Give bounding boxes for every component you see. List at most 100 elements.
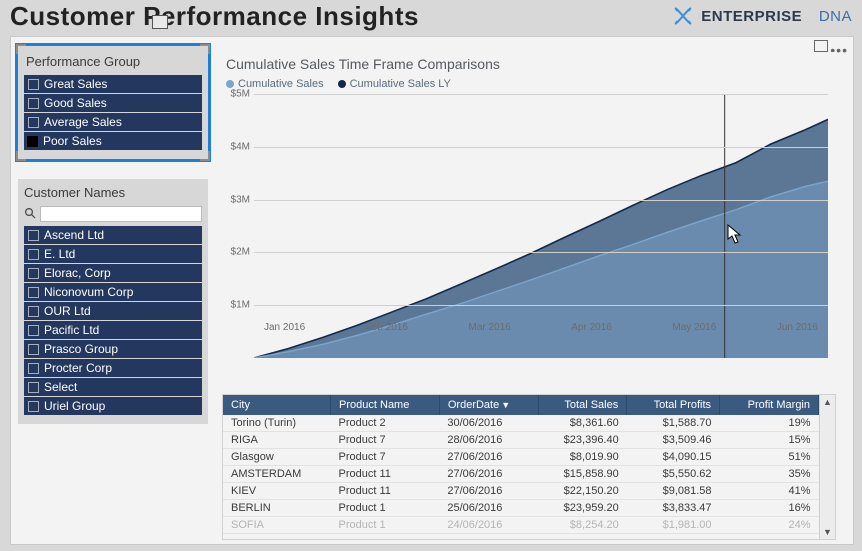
performance-group-slicer[interactable]: Performance Group Great Sales Good Sales A… xyxy=(18,46,208,159)
table-cell: 27/06/2016 xyxy=(439,466,538,483)
popout-icon[interactable] xyxy=(152,15,168,29)
perf-item-label: Poor Sales xyxy=(43,134,102,148)
table-cell: $23,959.20 xyxy=(538,500,627,517)
table-cell: Product 11 xyxy=(331,483,440,500)
col-header-3[interactable]: Total Sales xyxy=(538,395,627,415)
customer-item-1[interactable]: E. Ltd xyxy=(24,245,202,263)
checkbox-icon[interactable] xyxy=(28,306,39,317)
y-tick-label: $3M xyxy=(224,194,250,205)
perf-item-3[interactable]: Poor Sales xyxy=(24,132,202,150)
customer-names-title: Customer Names xyxy=(24,183,202,206)
perf-item-1[interactable]: Good Sales xyxy=(24,94,202,112)
checkbox-icon[interactable] xyxy=(28,79,39,90)
cumulative-sales-chart[interactable]: Cumulative Sales Time Frame Comparisons … xyxy=(222,52,836,386)
checkbox-icon[interactable] xyxy=(28,382,39,393)
checkbox-icon[interactable] xyxy=(28,117,39,128)
x-tick-label: Jun 2016 xyxy=(777,322,818,333)
y-tick-label: $2M xyxy=(224,247,250,258)
perf-item-2[interactable]: Average Sales xyxy=(24,113,202,131)
table-row[interactable]: Torino (Turin)Product 230/06/2016$8,361.… xyxy=(223,415,819,432)
customer-item-2[interactable]: Elorac, Corp xyxy=(24,264,202,282)
table-cell: $1,588.70 xyxy=(627,415,720,432)
sales-table[interactable]: CityProduct NameOrderDate▼Total SalesTot… xyxy=(222,394,836,540)
checkbox-icon[interactable] xyxy=(28,363,39,374)
table-cell: $23,396.40 xyxy=(538,432,627,449)
table-row[interactable]: BERLINProduct 125/06/2016$23,959.20$3,83… xyxy=(223,500,819,517)
checkbox-icon[interactable] xyxy=(28,325,39,336)
checkbox-icon[interactable] xyxy=(28,98,39,109)
customer-item-label: Elorac, Corp xyxy=(44,266,111,280)
performance-group-title: Performance Group xyxy=(24,52,202,75)
x-tick-label: May 2016 xyxy=(672,322,716,333)
x-tick-label: Mar 2016 xyxy=(468,322,510,333)
table-cell: 41% xyxy=(720,483,819,500)
customer-item-6[interactable]: Prasco Group xyxy=(24,340,202,358)
table-cell: 15% xyxy=(720,432,819,449)
table-cell: 27/06/2016 xyxy=(439,449,538,466)
chart-x-axis: Jan 2016 Feb 2016 Mar 2016 Apr 2016 May 2016… xyxy=(254,322,828,333)
focus-mode-icon[interactable] xyxy=(814,40,828,52)
customer-item-0[interactable]: Ascend Ltd xyxy=(24,226,202,244)
perf-item-0[interactable]: Great Sales xyxy=(24,75,202,93)
search-icon xyxy=(24,207,36,222)
table-cell: Glasgow xyxy=(223,449,331,466)
perf-item-label: Good Sales xyxy=(44,96,107,110)
chart-plot-area[interactable]: $5M$4M$3M$2M$1M xyxy=(254,94,828,358)
customer-item-9[interactable]: Uriel Group xyxy=(24,397,202,415)
customer-item-label: Procter Corp xyxy=(44,361,112,375)
col-header-4[interactable]: Total Profits xyxy=(627,395,720,415)
table-row[interactable]: SOFIAProduct 124/06/2016$8,254.20$1,981.… xyxy=(223,517,819,534)
table-cell: 27/06/2016 xyxy=(439,483,538,500)
x-tick-label: Jan 2016 xyxy=(264,322,305,333)
col-header-5[interactable]: Profit Margin xyxy=(720,395,819,415)
customer-item-3[interactable]: Niconovum Corp xyxy=(24,283,202,301)
table-cell: $9,081.58 xyxy=(627,483,720,500)
checkbox-icon[interactable] xyxy=(28,268,39,279)
checkbox-icon[interactable] xyxy=(28,230,39,241)
x-tick-label: Apr 2016 xyxy=(571,322,612,333)
y-tick-label: $1M xyxy=(224,300,250,311)
table-row[interactable]: GlasgowProduct 727/06/2016$8,019.90$4,09… xyxy=(223,449,819,466)
perf-item-label: Average Sales xyxy=(44,115,122,129)
table-cell: Product 1 xyxy=(331,500,440,517)
page-title: Customer Performance Insights xyxy=(10,1,419,32)
customer-item-label: Select xyxy=(44,380,77,394)
table-cell: Torino (Turin) xyxy=(223,415,331,432)
customer-item-label: Ascend Ltd xyxy=(44,228,104,242)
checkbox-icon[interactable] xyxy=(28,344,39,355)
col-header-1[interactable]: Product Name xyxy=(331,395,440,415)
scroll-down-icon[interactable]: ▼ xyxy=(820,525,835,539)
table-scrollbar[interactable]: ▲ ▼ xyxy=(819,395,835,539)
dna-icon xyxy=(671,6,695,26)
table-cell: RIGA xyxy=(223,432,331,449)
table-row[interactable]: AMSTERDAMProduct 1127/06/2016$15,858.90$… xyxy=(223,466,819,483)
table-cell: 28/06/2016 xyxy=(439,432,538,449)
table-cell: $4,090.15 xyxy=(627,449,720,466)
checkbox-icon[interactable] xyxy=(28,249,39,260)
customer-item-label: Prasco Group xyxy=(44,342,118,356)
table-cell: $5,550.62 xyxy=(627,466,720,483)
customer-item-7[interactable]: Procter Corp xyxy=(24,359,202,377)
customer-item-label: Niconovum Corp xyxy=(44,285,133,299)
table-cell: Product 7 xyxy=(331,432,440,449)
table-cell: AMSTERDAM xyxy=(223,466,331,483)
table-cell: $3,833.47 xyxy=(627,500,720,517)
customer-item-5[interactable]: Pacific Ltd xyxy=(24,321,202,339)
customer-search-input[interactable] xyxy=(40,206,202,222)
col-header-2[interactable]: OrderDate▼ xyxy=(439,395,538,415)
checkbox-icon[interactable] xyxy=(28,287,39,298)
table-cell: $1,981.00 xyxy=(627,517,720,534)
customer-item-4[interactable]: OUR Ltd xyxy=(24,302,202,320)
customer-item-8[interactable]: Select xyxy=(24,378,202,396)
checkbox-icon[interactable] xyxy=(28,401,39,412)
chart-legend: Cumulative Sales Cumulative Sales LY xyxy=(222,76,836,92)
scroll-up-icon[interactable]: ▲ xyxy=(820,395,835,409)
table-row[interactable]: RIGAProduct 728/06/2016$23,396.40$3,509.… xyxy=(223,432,819,449)
col-header-0[interactable]: City xyxy=(223,395,331,415)
x-tick-label: Feb 2016 xyxy=(366,322,408,333)
checkbox-icon[interactable] xyxy=(27,136,38,147)
table-row[interactable]: KIEVProduct 1127/06/2016$22,150.20$9,081… xyxy=(223,483,819,500)
table-cell: $15,858.90 xyxy=(538,466,627,483)
customer-names-slicer[interactable]: Customer Names Ascend Ltd E. Ltd Elorac, C… xyxy=(18,179,208,424)
table-cell: 24% xyxy=(720,517,819,534)
